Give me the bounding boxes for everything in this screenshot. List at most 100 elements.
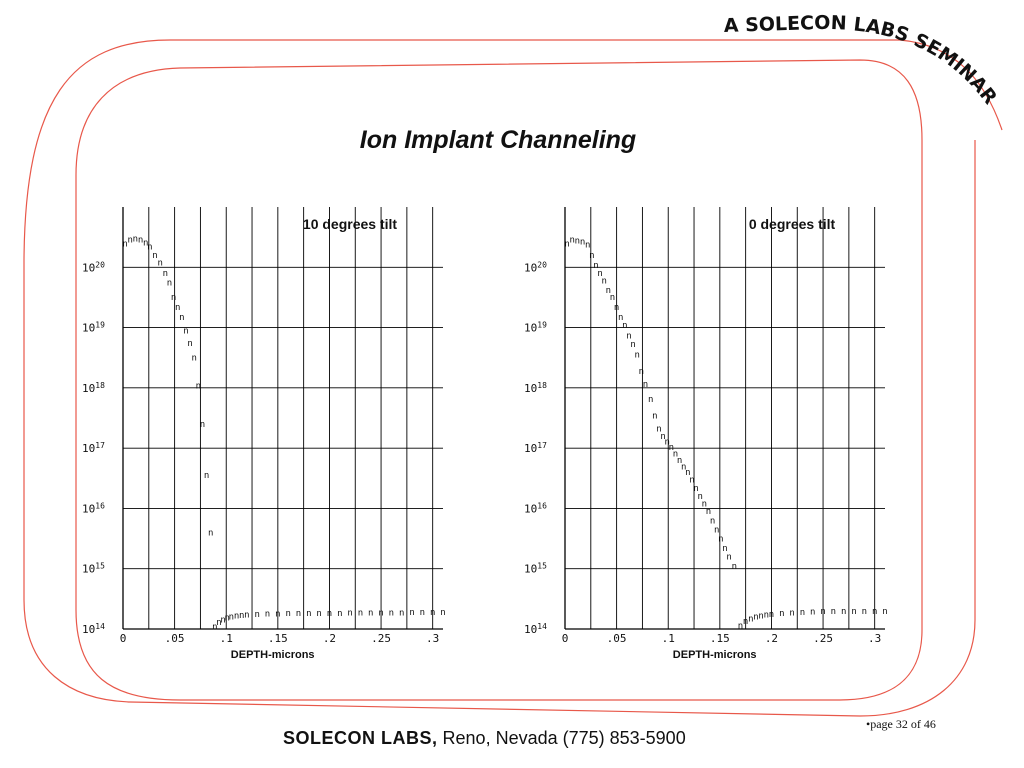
data-point: n: [614, 303, 619, 313]
y-tick-label: 1017: [524, 441, 547, 455]
data-point: n: [664, 437, 669, 447]
data-point: n: [138, 235, 143, 245]
data-point: n: [409, 608, 414, 618]
footer: SOLECON LABS, Reno, Nevada (775) 853-590…: [283, 728, 686, 749]
data-point: n: [800, 608, 805, 618]
x-tick-label: .1: [662, 632, 675, 645]
data-point: n: [225, 614, 230, 624]
data-point: n: [710, 517, 715, 527]
y-tick-label: 1017: [82, 441, 105, 455]
y-tick-label: 1020: [524, 260, 547, 274]
data-point: n: [580, 237, 585, 247]
data-point: n: [570, 235, 575, 245]
x-tick-label: 0: [120, 632, 127, 645]
data-point: n: [175, 303, 180, 313]
data-point: n: [743, 617, 748, 627]
data-point: n: [769, 610, 774, 620]
data-point: n: [389, 608, 394, 618]
data-point: n: [216, 618, 221, 628]
data-point: n: [718, 534, 723, 544]
data-point: n: [602, 277, 607, 287]
x-tick-label: .05: [607, 632, 627, 645]
data-point: n: [882, 607, 887, 617]
y-tick-label: 1016: [82, 501, 105, 515]
data-point: n: [179, 313, 184, 323]
data-point: n: [254, 610, 259, 620]
data-point: n: [196, 381, 201, 391]
data-point: n: [748, 614, 753, 624]
data-point: n: [399, 608, 404, 618]
x-tick-label: .3: [868, 632, 881, 645]
x-tick-label: .25: [813, 632, 833, 645]
data-point: n: [669, 443, 674, 453]
data-point: n: [589, 251, 594, 261]
data-point: n: [635, 350, 640, 360]
data-point: n: [648, 395, 653, 405]
data-point: n: [575, 236, 580, 246]
data-point: n: [673, 449, 678, 459]
data-point: n: [316, 609, 321, 619]
data-point: n: [618, 313, 623, 323]
data-point: n: [706, 507, 711, 517]
x-tick-label: .2: [323, 632, 336, 645]
data-point: n: [738, 621, 743, 631]
data-point: n: [147, 243, 152, 253]
chart-0-degrees-tilt: 0 .05 .1 .15 .2 .25 .3 1014 1015 1016 1017 1018 1019…: [524, 207, 888, 661]
data-point: n: [171, 293, 176, 303]
data-point: n: [779, 609, 784, 619]
data-point: n: [368, 608, 373, 618]
data-point: n: [606, 286, 611, 296]
data-point: n: [200, 420, 205, 430]
data-point: n: [244, 610, 249, 620]
y-tick-label: 1016: [524, 501, 547, 515]
data-point: n: [306, 609, 311, 619]
data-point: n: [630, 340, 635, 350]
data-point: n: [420, 608, 425, 618]
y-tick-label: 1018: [524, 381, 547, 395]
data-point: n: [851, 607, 856, 617]
data-point: n: [220, 615, 225, 625]
data-point: n: [789, 608, 794, 618]
chart-10-degrees-tilt: 0 .05 .1 .15 .2 .25 .3 1014 1015 1016 1017 1018 1019…: [82, 207, 446, 661]
data-point: n: [660, 432, 665, 442]
y-tick-label: 1020: [82, 260, 105, 274]
data-point: n: [192, 353, 197, 363]
data-point: n: [347, 609, 352, 619]
data-point: n: [208, 528, 213, 538]
data-point: n: [722, 544, 727, 554]
data-point: n: [285, 609, 290, 619]
data-point: n: [358, 609, 363, 619]
data-point: n: [378, 608, 383, 618]
footer-address: Reno, Nevada (775) 853-5900: [442, 728, 686, 748]
data-point: n: [122, 239, 127, 249]
data-point: n: [183, 326, 188, 336]
data-point: n: [753, 613, 758, 623]
data-point: n: [275, 609, 280, 619]
y-tick-label: 1014: [82, 622, 105, 636]
data-point: n: [656, 425, 661, 435]
x-tick-label: .25: [371, 632, 391, 645]
data-point: n: [430, 608, 435, 618]
data-point: n: [758, 611, 763, 621]
data-point: n: [296, 609, 301, 619]
data-point: n: [157, 259, 162, 269]
y-tick-label: 1015: [82, 562, 105, 576]
data-point: n: [152, 251, 157, 261]
data-point: n: [143, 238, 148, 248]
data-point: n: [234, 611, 239, 621]
slide-title: Ion Implant Channeling: [359, 126, 637, 154]
data-point: n: [810, 608, 815, 618]
data-point: n: [643, 380, 648, 390]
outer-frame-border: [23, 39, 1003, 717]
x-tick-label: .15: [710, 632, 730, 645]
y-tick-label: 1015: [524, 562, 547, 576]
data-point: n: [327, 609, 332, 619]
data-point: n: [820, 607, 825, 617]
x-tick-label: .3: [426, 632, 439, 645]
y-tick-label: 1019: [524, 321, 547, 335]
data-point: n: [622, 321, 627, 331]
data-point: n: [187, 339, 192, 349]
data-point: n: [167, 278, 172, 288]
data-point: n: [872, 607, 877, 617]
